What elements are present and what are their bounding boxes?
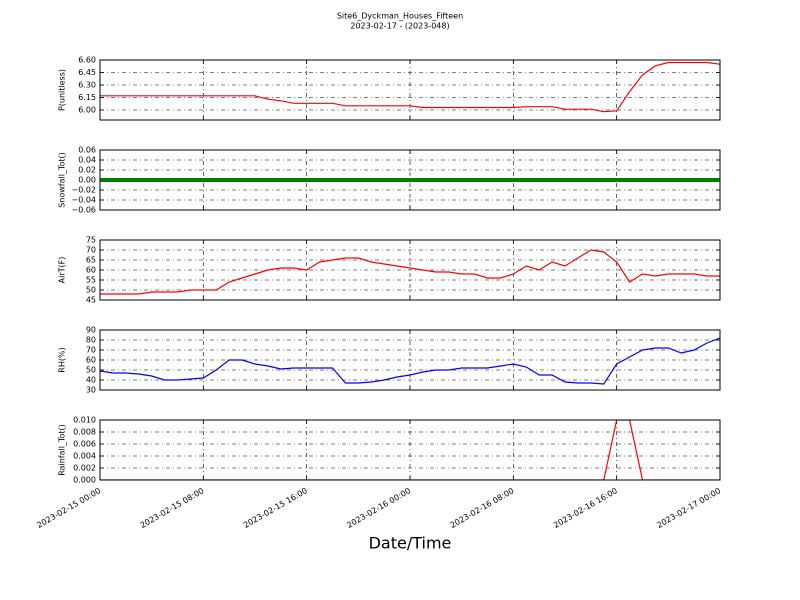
y-tick-label: 0.008 (73, 428, 96, 437)
data-line (100, 249, 720, 295)
y-tick-label: 6.15 (78, 93, 96, 102)
y-tick-label: 75 (86, 236, 96, 245)
y-tick-label: −0.06 (71, 206, 96, 215)
plot-frame (99, 239, 721, 301)
plot-frame (99, 149, 721, 211)
x-tick-label: 2023-02-15 16:00 (242, 486, 309, 530)
y-tick-label: −0.02 (71, 186, 96, 195)
y-tick-label: 50 (86, 286, 96, 295)
y-tick-label: 60 (86, 356, 96, 365)
y-tick-label: 50 (86, 366, 96, 375)
x-axis-label: Date/Time (369, 534, 452, 553)
y-tick-label: 0.04 (78, 156, 96, 165)
y-tick-label: 0.02 (78, 166, 96, 175)
y-tick-label: 60 (86, 266, 96, 275)
y-axis-label: Rainfall_Tot() (58, 424, 67, 476)
plot-frame (99, 419, 721, 481)
y-tick-label: 6.45 (78, 68, 96, 77)
y-tick-label: 40 (86, 376, 96, 385)
y-tick-label: 45 (86, 296, 96, 305)
x-tick-label: 2023-02-15 08:00 (139, 486, 206, 530)
chart-title: Site6_Dyckman_Houses_Fifteen (337, 12, 463, 21)
x-tick-label: 2023-02-16 16:00 (552, 486, 619, 530)
y-tick-label: 6.60 (78, 56, 96, 65)
y-tick-label: 55 (86, 276, 96, 285)
chart-subtitle: 2023-02-17 - (2023-048) (350, 22, 449, 31)
data-line (100, 337, 720, 385)
y-tick-label: 0.006 (73, 440, 96, 449)
y-tick-label: 0.010 (73, 416, 96, 425)
x-tick-label: 2023-02-15 00:00 (35, 486, 102, 530)
x-tick-label: 2023-02-17 00:00 (655, 486, 722, 530)
plot-frame (99, 59, 721, 121)
y-axis-label: P(unitless) (58, 69, 67, 111)
y-axis-label: AirT(F) (58, 257, 67, 284)
y-tick-label: 6.30 (78, 81, 96, 90)
y-tick-label: 30 (86, 386, 96, 395)
y-tick-label: 90 (86, 326, 96, 335)
y-tick-label: 65 (86, 256, 96, 265)
data-line (100, 61, 720, 113)
y-tick-label: 0.06 (78, 146, 96, 155)
x-tick-label: 2023-02-16 00:00 (345, 486, 412, 530)
y-tick-label: 80 (86, 336, 96, 345)
y-tick-label: 70 (86, 246, 96, 255)
x-tick-label: 2023-02-16 08:00 (449, 486, 516, 530)
y-tick-label: 0.004 (73, 452, 96, 461)
plot-frame (99, 329, 721, 391)
y-tick-label: −0.04 (71, 196, 96, 205)
y-axis-label: RH(%) (58, 347, 67, 372)
y-tick-label: 0.000 (73, 476, 96, 485)
y-tick-label: 70 (86, 346, 96, 355)
y-axis-label: Snowfall_Tot() (58, 152, 67, 208)
y-tick-label: 6.00 (78, 106, 96, 115)
y-tick-label: 0.002 (73, 464, 96, 473)
y-tick-label: 0.00 (78, 176, 96, 185)
